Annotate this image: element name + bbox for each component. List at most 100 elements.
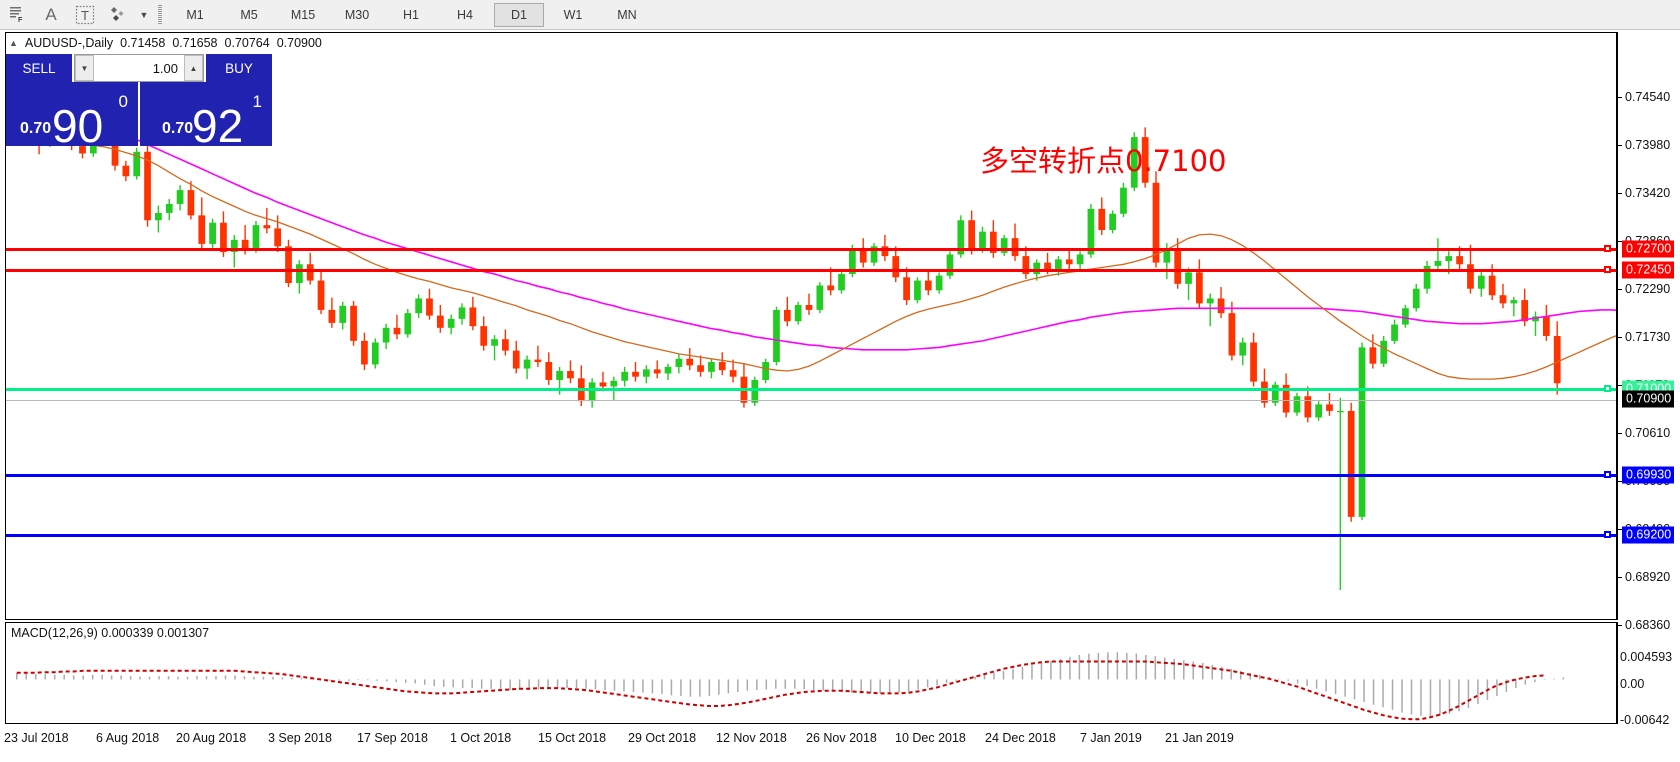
symbol-header: ▲ AUDUSD-,Daily 0.71458 0.71658 0.70764 …: [9, 36, 322, 50]
price-tick: [1617, 241, 1622, 242]
price-tick-label: 0.74540: [1625, 90, 1671, 104]
objects-icon[interactable]: [102, 2, 136, 28]
price-tick-label: 0.68360: [1625, 618, 1671, 632]
macd-label: MACD(12,26,9) 0.000339 0.001307: [11, 626, 210, 640]
volume-increase-icon[interactable]: ▲: [184, 55, 203, 81]
level-line-resistance-1[interactable]: [6, 248, 1616, 251]
macd-canvas: [15, 652, 1565, 721]
price-tick: [1617, 385, 1622, 386]
symbol-name: AUDUSD-,Daily: [24, 36, 114, 50]
buy-quote-prefix: 0.70: [162, 120, 194, 137]
date-tick-label: 15 Oct 2018: [538, 731, 607, 745]
date-tick-label: 17 Sep 2018: [357, 731, 428, 745]
price-tick: [1617, 433, 1622, 434]
date-tick-label: 24 Dec 2018: [985, 731, 1056, 745]
volume-input[interactable]: 1.00: [152, 60, 178, 76]
date-tick-label: 12 Nov 2018: [716, 731, 787, 745]
timeframe-h4[interactable]: H4: [457, 7, 473, 22]
timeframe-bar: M1 M5 M15 M30 H1 H4 D1 W1 MN: [168, 2, 654, 27]
collapse-triangle-icon[interactable]: ▲: [9, 38, 18, 48]
text-box-icon[interactable]: T: [68, 2, 102, 28]
price-tick: [1617, 97, 1622, 98]
level-handle-resistance-1[interactable]: [1604, 245, 1611, 252]
price-axis[interactable]: 0.745400.739800.734200.728600.722900.717…: [1617, 32, 1675, 727]
level-line-pivot-green[interactable]: [6, 388, 1616, 391]
macd-tick-label: -0.00642: [1620, 713, 1670, 727]
volume-decrease-icon[interactable]: ▼: [75, 55, 94, 81]
macd-tick-label: 0.00: [1620, 677, 1645, 691]
text-label-icon[interactable]: A: [34, 2, 68, 28]
macd-pane[interactable]: MACD(12,26,9) 0.000339 0.001307: [5, 622, 1617, 724]
price-tick: [1617, 193, 1622, 194]
ohlc-high: 0.71658: [172, 36, 218, 50]
price-tick-label: 0.72290: [1625, 282, 1671, 296]
crosshair-f-icon[interactable]: F: [0, 2, 34, 28]
objects-dropdown-caret-icon[interactable]: ▼: [139, 9, 149, 20]
axis-divider-macd: [1617, 622, 1618, 726]
date-tick-label: 3 Sep 2018: [268, 731, 332, 745]
timeframe-mn[interactable]: MN: [617, 7, 637, 22]
price-chart-pane[interactable]: [5, 32, 1617, 620]
sell-quote-prefix: 0.70: [20, 120, 52, 137]
bid-price-line: [6, 400, 1616, 401]
sell-quote-big: 90: [52, 100, 104, 152]
quote-row: 0.70 90 0 0.70 92 1: [6, 82, 272, 152]
ohlc-open: 0.71458: [120, 36, 166, 50]
macd-tick-label: 0.004593: [1620, 650, 1673, 664]
timeframe-w1[interactable]: W1: [563, 7, 583, 22]
level-line-resistance-2[interactable]: [6, 269, 1616, 272]
ohlc-low: 0.70764: [224, 36, 270, 50]
price-tick: [1617, 145, 1622, 146]
timeframe-d1[interactable]: D1: [494, 2, 544, 27]
level-line-support-1[interactable]: [6, 474, 1616, 477]
level-handle-support-2[interactable]: [1604, 531, 1611, 538]
level-handle-support-1[interactable]: [1604, 471, 1611, 478]
price-tick-label: 0.73420: [1625, 186, 1671, 200]
level-line-support-2[interactable]: [6, 534, 1616, 537]
price-tick: [1617, 529, 1622, 530]
one-click-trading-panel[interactable]: SELL ▼ 1.00 ▲ BUY 0.70 90 0 0.70 92 1: [6, 54, 272, 152]
sell-quote[interactable]: 0.70 90 0: [6, 82, 138, 152]
timeframe-m15[interactable]: M15: [290, 7, 316, 22]
buy-quote-fraction: 1: [252, 92, 262, 111]
buy-button[interactable]: BUY: [206, 54, 272, 82]
date-tick-label: 23 Jul 2018: [4, 731, 69, 745]
text-label-glyph: A: [45, 4, 57, 24]
price-tick-label: 0.73980: [1625, 138, 1671, 152]
timeframe-m1[interactable]: M1: [186, 7, 204, 22]
date-tick-label: 26 Nov 2018: [806, 731, 877, 745]
buy-quote[interactable]: 0.70 92 1: [140, 82, 272, 152]
buy-quote-big: 92: [192, 100, 244, 152]
level-price-label-resistance-1[interactable]: 0.72700: [1622, 240, 1675, 258]
date-tick-label: 1 Oct 2018: [450, 731, 512, 745]
level-price-label-support-2[interactable]: 0.69200: [1622, 526, 1675, 544]
timeframe-m30[interactable]: M30: [344, 7, 370, 22]
date-tick-label: 10 Dec 2018: [895, 731, 966, 745]
date-tick-label: 21 Jan 2019: [1165, 731, 1234, 745]
price-tick-label: 0.68920: [1625, 570, 1671, 584]
sell-button[interactable]: SELL: [6, 54, 72, 82]
date-tick-label: 6 Aug 2018: [96, 731, 160, 745]
level-price-label-support-1[interactable]: 0.69930: [1622, 466, 1675, 484]
date-axis: 23 Jul 2018 6 Aug 2018 20 Aug 2018 3 Sep 20…: [0, 724, 1680, 762]
date-tick-label: 29 Oct 2018: [628, 731, 697, 745]
price-tick-label: 0.70610: [1625, 426, 1671, 440]
date-tick-label: 20 Aug 2018: [176, 731, 247, 745]
svg-text:F: F: [18, 17, 23, 23]
timeframe-h1[interactable]: H1: [403, 7, 419, 22]
top-toolbar: F A T ▼ M1 M5 M15 M30 H1 H4 D1 W1 MN: [0, 0, 1680, 30]
level-handle-resistance-2[interactable]: [1604, 266, 1611, 273]
price-tick: [1617, 289, 1622, 290]
price-tick: [1617, 337, 1622, 338]
toolbar-grip: [156, 4, 164, 26]
axis-divider: [1617, 32, 1618, 620]
level-price-label-resistance-2[interactable]: 0.72450: [1622, 261, 1675, 279]
timeframe-m5[interactable]: M5: [240, 7, 258, 22]
chart-annotation-text[interactable]: 多空转折点0.7100: [980, 144, 1227, 178]
level-handle-pivot-green[interactable]: [1604, 385, 1611, 392]
svg-text:T: T: [81, 8, 89, 23]
volume-stepper[interactable]: ▼ 1.00 ▲: [74, 54, 204, 82]
price-tick: [1617, 481, 1622, 482]
date-tick-label: 7 Jan 2019: [1080, 731, 1142, 745]
price-tick: [1617, 625, 1622, 626]
